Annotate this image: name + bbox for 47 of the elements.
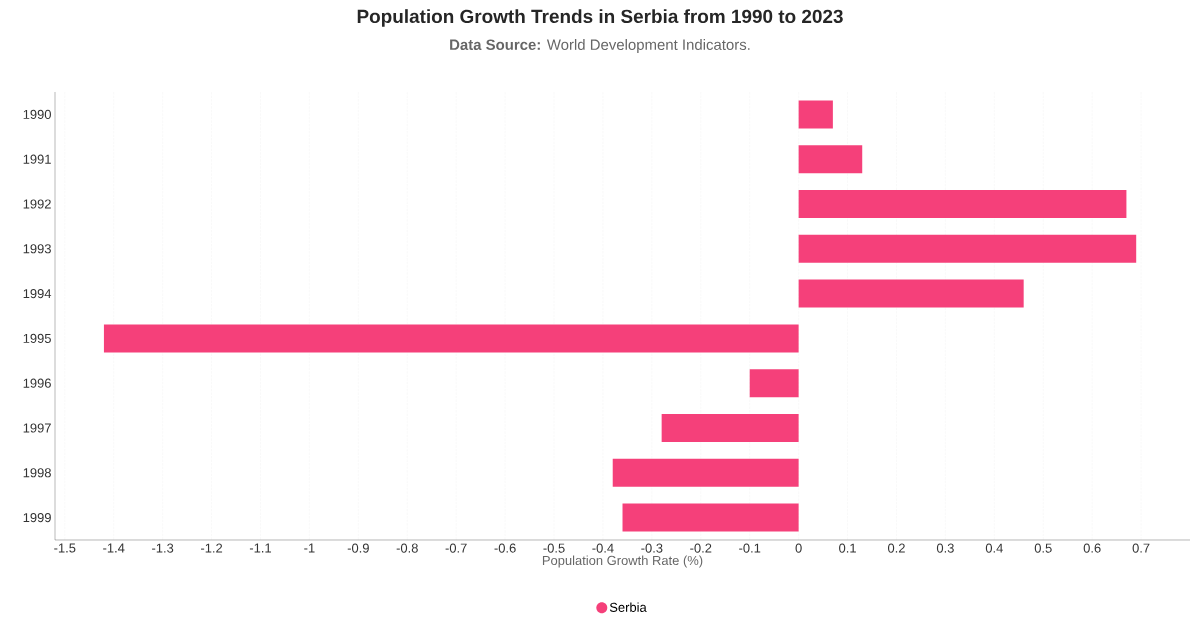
y-tick-label: 1991 [23,154,51,164]
bar [661,413,799,442]
x-tick-label: -1.3 [152,543,174,553]
x-tick-label: -1.4 [103,543,125,553]
x-tick-label: -0.3 [641,543,663,553]
x-tick-label: -0.4 [592,543,614,553]
x-tick-label: 0.5 [1034,543,1052,553]
y-tick-label: 1996 [23,378,51,388]
x-tick-label: 0.7 [1132,543,1150,553]
bar [798,234,1137,263]
bar [749,369,799,398]
bar [103,324,799,353]
y-tick-label: 1999 [23,513,51,523]
x-tick-label: -1.5 [54,543,76,553]
y-tick-label: 1997 [23,423,51,433]
x-tick-label: -1 [304,543,315,553]
x-tick-label: -0.8 [396,543,418,553]
x-tick-label: -0.9 [347,543,369,553]
y-tick-label: 1998 [23,468,51,478]
bar [612,458,799,487]
bar [798,100,833,129]
y-tick-label: 1993 [23,244,51,254]
bar [798,189,1127,218]
x-tick-label: -1.1 [249,543,272,553]
y-tick-label: 1994 [23,289,52,299]
x-tick-label: 0.6 [1083,543,1101,553]
bar [798,145,863,174]
legend-label: Serbia [609,602,647,612]
bar [798,279,1024,308]
x-tick-label: 0.2 [887,543,905,553]
x-tick-label: -0.2 [690,543,712,553]
x-tick-label: 0.1 [839,543,856,553]
y-tick-label: 1990 [23,109,51,119]
chart-title: Population Growth Trends in Serbia from 1990 to 2023 [357,9,843,27]
x-tick-label: -1.2 [200,543,223,553]
x-tick-label: 0.3 [936,543,954,553]
x-tick-label: 0 [795,543,802,553]
x-tick-label: -0.5 [543,543,565,553]
x-axis-title: Population Growth Rate (%) [542,555,703,568]
bar [622,503,799,532]
y-tick-label: 1992 [23,199,51,209]
x-tick-label: -0.1 [739,543,761,553]
x-tick-label: 0.4 [985,543,1003,553]
chart-subtitle: Data Source: World Development Indicators. [450,39,750,53]
y-tick-label: 1995 [23,333,51,343]
x-tick-label: -0.7 [445,543,467,553]
x-tick-label: -0.6 [494,543,516,553]
